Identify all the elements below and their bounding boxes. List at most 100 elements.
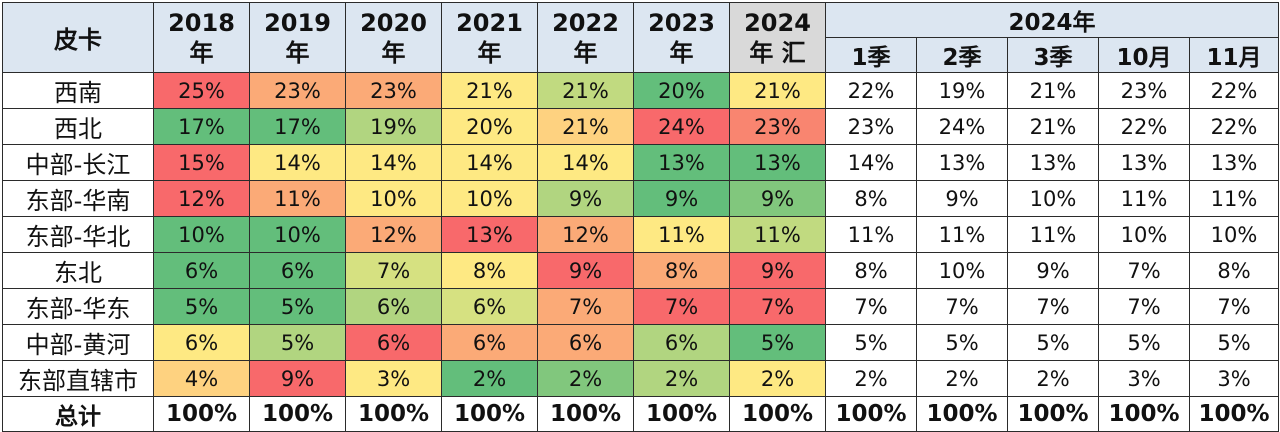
year-share-cell: 12% [345, 216, 442, 253]
period-share-cell: 21% [1007, 72, 1099, 109]
period-share-cell: 9% [1007, 252, 1099, 289]
year-share-cell: 8% [633, 252, 730, 289]
year-header-2021: 2021 年 [441, 2, 538, 73]
group-header-2024: 2024年 [824, 2, 1280, 38]
year-share-cell: 20% [633, 72, 730, 109]
table-corner-label: 皮卡 [2, 2, 154, 73]
year-share-cell: 14% [249, 144, 346, 181]
period-share-cell: 5% [1098, 324, 1190, 361]
region-label: 东部-华南 [2, 180, 154, 217]
period-header-q2: 2季 [916, 37, 1008, 73]
year-share-cell: 5% [249, 288, 346, 325]
year-share-cell: 12% [537, 216, 634, 253]
year-share-cell: 9% [537, 180, 634, 217]
period-share-cell: 24% [916, 108, 1008, 145]
period-share-cell: 10% [916, 252, 1008, 289]
year-share-cell: 7% [537, 288, 634, 325]
year-share-cell: 5% [153, 288, 250, 325]
period-share-cell: 22% [1098, 108, 1190, 145]
total-label: 总计 [2, 396, 154, 432]
period-share-cell: 13% [916, 144, 1008, 181]
total-value-cell: 100% [249, 396, 346, 432]
year-share-cell: 11% [633, 216, 730, 253]
total-value-cell: 100% [825, 396, 917, 432]
period-share-cell: 14% [825, 144, 917, 181]
year-share-cell: 19% [345, 108, 442, 145]
period-share-cell: 21% [1007, 108, 1099, 145]
region-label: 中部-黄河 [2, 324, 154, 361]
total-value-cell: 100% [345, 396, 442, 432]
period-share-cell: 11% [1188, 180, 1280, 217]
year-share-cell: 2% [441, 360, 538, 397]
year-share-cell: 17% [249, 108, 346, 145]
period-share-cell: 13% [1098, 144, 1190, 181]
period-header-q1: 1季 [825, 37, 917, 73]
table-row: 东部-华南 12% 11% 10% 10% 9% 9% 9% 8% 9% 10% 11% 11% [2, 180, 1280, 217]
period-share-cell: 10% [1007, 180, 1099, 217]
year-share-cell: 2% [537, 360, 634, 397]
total-value-cell: 100% [153, 396, 250, 432]
year-share-cell: 2% [729, 360, 826, 397]
period-share-cell: 22% [1188, 72, 1280, 109]
header-row-top: 皮卡 2018 年 2019 年 2020 年 2021 年 2022 年 2023 年 2… [2, 2, 1280, 73]
period-share-cell: 7% [825, 288, 917, 325]
period-header-oct: 10月 [1098, 37, 1190, 73]
period-share-cell: 7% [1098, 252, 1190, 289]
period-share-cell: 3% [1098, 360, 1190, 397]
period-header-q3: 3季 [1007, 37, 1099, 73]
table-row: 东部-华东 5% 5% 6% 6% 7% 7% 7% 7% 7% 7% 7% 7% [2, 288, 1280, 325]
table-row: 东部直辖市 4% 9% 3% 2% 2% 2% 2% 2% 2% 2% 3% 3% [2, 360, 1280, 397]
table-row: 中部-黄河 6% 5% 6% 6% 6% 6% 5% 5% 5% 5% 5% 5% [2, 324, 1280, 361]
year-share-cell: 2% [633, 360, 730, 397]
period-share-cell: 7% [1098, 288, 1190, 325]
table-row: 中部-长江 15% 14% 14% 14% 14% 13% 13% 14% 13% 13% 13% 13… [2, 144, 1280, 181]
year-share-cell: 13% [633, 144, 730, 181]
header-row-bottom: 1季 2季 3季 10月 11月 [3, 37, 1280, 73]
table-row: 东北 6% 6% 7% 8% 9% 8% 9% 8% 10% 9% 7% 8% [2, 252, 1280, 289]
year-share-cell: 13% [441, 216, 538, 253]
year-share-cell: 11% [249, 180, 346, 217]
year-share-cell: 6% [153, 324, 250, 361]
period-share-cell: 3% [1188, 360, 1280, 397]
period-share-cell: 11% [1098, 180, 1190, 217]
year-share-cell: 5% [729, 324, 826, 361]
year-share-cell: 24% [633, 108, 730, 145]
year-share-cell: 14% [441, 144, 538, 181]
region-label: 中部-长江 [2, 144, 154, 181]
total-value-cell: 100% [441, 396, 538, 432]
period-share-cell: 19% [916, 72, 1008, 109]
period-share-cell: 2% [825, 360, 917, 397]
year-share-cell: 8% [441, 252, 538, 289]
year-share-cell: 10% [345, 180, 442, 217]
period-share-cell: 9% [916, 180, 1008, 217]
period-share-cell: 22% [825, 72, 917, 109]
period-share-cell: 5% [916, 324, 1008, 361]
year-share-cell: 23% [345, 72, 442, 109]
total-value-cell: 100% [537, 396, 634, 432]
period-share-cell: 8% [825, 252, 917, 289]
year-share-cell: 9% [729, 180, 826, 217]
region-label: 东部-华北 [2, 216, 154, 253]
region-label: 西北 [2, 108, 154, 145]
year-share-cell: 6% [633, 324, 730, 361]
year-share-cell: 5% [249, 324, 346, 361]
total-value-cell: 100% [1188, 396, 1280, 432]
period-share-cell: 7% [1007, 288, 1099, 325]
year-share-cell: 23% [249, 72, 346, 109]
year-share-cell: 17% [153, 108, 250, 145]
period-share-cell: 23% [1098, 72, 1190, 109]
year-share-cell: 10% [153, 216, 250, 253]
period-share-cell: 8% [825, 180, 917, 217]
year-share-cell: 14% [537, 144, 634, 181]
total-value-cell: 100% [916, 396, 1008, 432]
year-share-cell: 6% [345, 324, 442, 361]
year-share-cell: 10% [249, 216, 346, 253]
year-share-cell: 21% [729, 72, 826, 109]
year-share-cell: 21% [441, 72, 538, 109]
period-share-cell: 13% [1188, 144, 1280, 181]
year-share-cell: 15% [153, 144, 250, 181]
year-header-2024-summary: 2024 年 汇 [729, 2, 826, 73]
period-share-cell: 10% [1098, 216, 1190, 253]
